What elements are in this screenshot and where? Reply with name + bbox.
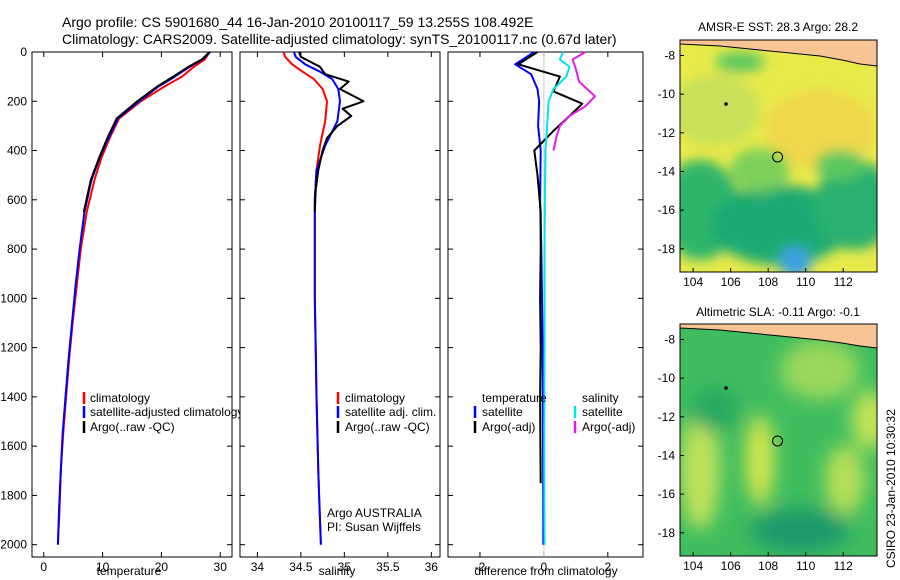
island-marker [724, 102, 728, 106]
salinity-legend: climatology satellite adj. clim. Argo(..… [336, 391, 436, 434]
sst-map-title: AMSR-E SST: 28.3 Argo: 28.2 [698, 20, 858, 34]
sst-map-panel: AMSR-E SST: 28.3 Argo: 28.2 104 106 108 110… [658, 20, 878, 289]
temperature-axes-frame [31, 51, 233, 558]
y-tick-label: 0 [20, 45, 27, 59]
map-x-tick-label: 108 [758, 559, 778, 573]
map-y-tick-label: -12 [658, 410, 676, 424]
legend-label-satellite: satellite-adjusted climatology [90, 405, 243, 419]
sst-profile-location-marker [772, 151, 784, 163]
legend-label-argo: Argo(..raw -QC) [90, 420, 175, 434]
map-x-tick-label: 106 [721, 559, 741, 573]
legend-label-satellite: satellite adj. clim. [345, 405, 436, 419]
y-tick-label: 200 [7, 94, 27, 108]
y-tick-label: 1600 [0, 439, 27, 453]
y-tick-label: 1800 [0, 488, 27, 502]
salinity-panel: 34 34.5 35 35.5 36 climatology satellite adj… [239, 51, 441, 578]
annotation-pi: PI: Susan Wijffels [327, 520, 421, 534]
x-tick-label: 34 [251, 560, 265, 574]
map-y-tick-label: -16 [658, 203, 676, 217]
map-y-tick-label: -10 [658, 87, 676, 101]
map-x-tick-label: 104 [683, 275, 703, 289]
legend-label-temp-satellite: satellite [482, 405, 523, 419]
difference-legend: temperature satellite Argo(-adj) salinit… [473, 391, 635, 434]
legend-heading-salinity: salinity [582, 391, 619, 405]
land-mass [680, 324, 877, 349]
legend-label-sal-satellite: satellite [582, 405, 623, 419]
temperature-xlabel: temperature [97, 564, 162, 578]
map-y-tick-label: -10 [658, 371, 676, 385]
sla-heatmap [680, 324, 877, 556]
x-tick-label: 35 [338, 560, 352, 574]
sst-heatmap [680, 40, 877, 272]
y-tick-label: 600 [7, 193, 27, 207]
series-line-salinity-argo-adj [552, 51, 596, 151]
sla-map-title: Altimetric SLA: -0.11 Argo: -0.1 [696, 305, 860, 319]
legend-label-temp-argo: Argo(-adj) [482, 420, 535, 434]
x-tick-label: 35.5 [376, 560, 400, 574]
legend-heading-temperature: temperature [482, 391, 547, 405]
sla-map-frame [679, 323, 878, 557]
x-tick-label: 20 [155, 560, 169, 574]
sla-map-panel: Altimetric SLA: -0.11 Argo: -0.1 104 106 1… [658, 305, 878, 573]
temperature-legend: climatology satellite-adjusted climatolo… [82, 391, 243, 434]
x-tick-label: -2 [475, 560, 486, 574]
y-tick-label: 1200 [0, 341, 27, 355]
series-line-temperature-satellite [514, 51, 545, 545]
x-tick-label: 36 [425, 560, 439, 574]
land-mass [680, 40, 877, 67]
map-x-tick-label: 112 [834, 559, 853, 573]
x-tick-label: 0 [40, 560, 47, 574]
sla-profile-location-marker [772, 435, 784, 447]
footer-credit: CSIRO 23-Jan-2010 10:30:32 [884, 409, 898, 568]
y-tick-label: 800 [7, 242, 27, 256]
map-x-tick-label: 104 [683, 559, 703, 573]
map-x-tick-label: 110 [796, 275, 815, 289]
figure-title-line1: Argo profile: CS 5901680_44 16-Jan-2010 … [62, 14, 533, 30]
figure-title-line2: Climatology: CARS2009. Satellite-adjuste… [62, 31, 617, 47]
x-tick-label: 0 [541, 560, 548, 574]
x-tick-label: 30 [214, 560, 228, 574]
map-y-tick-label: -8 [664, 48, 675, 62]
y-tick-label: 400 [7, 144, 27, 158]
map-x-tick-label: 106 [721, 275, 741, 289]
map-y-tick-label: -14 [658, 448, 676, 462]
island-marker [724, 386, 728, 390]
difference-axes-frame [447, 51, 644, 558]
legend-label-sal-argo: Argo(-adj) [582, 420, 635, 434]
difference-panel: -2 0 2 temperature satellite Argo(-adj) sa… [447, 51, 644, 578]
map-y-tick-label: -14 [658, 164, 676, 178]
map-y-tick-label: -18 [658, 526, 676, 540]
map-y-tick-label: -16 [658, 487, 676, 501]
sst-map-frame [679, 39, 878, 273]
y-tick-label: 2000 [0, 538, 27, 552]
legend-label-climatology: climatology [90, 391, 150, 405]
y-tick-label: 1000 [0, 291, 27, 305]
x-tick-label: 34.5 [289, 560, 313, 574]
x-tick-label: 10 [96, 560, 110, 574]
difference-xlabel: difference from climatology [474, 564, 617, 578]
series-line-temperature-argo-adj [517, 51, 584, 484]
map-x-tick-label: 112 [834, 275, 853, 289]
map-y-tick-label: -18 [658, 242, 676, 256]
temperature-panel: 0 10 20 30 0 200 400 600 800 1000 1200 1400 1600 1800… [0, 45, 243, 578]
legend-label-climatology: climatology [345, 391, 405, 405]
series-line-salinity-satellite [543, 51, 571, 545]
salinity-xlabel: salinity [319, 564, 356, 578]
x-tick-label: 2 [604, 560, 611, 574]
annotation-argo-australia: Argo AUSTRALIA [327, 506, 422, 520]
y-tick-label: 1400 [0, 390, 27, 404]
legend-label-argo: Argo(..raw -QC) [345, 420, 430, 434]
series-line-argo-raw-qc [298, 51, 365, 213]
map-y-tick-label: -8 [664, 332, 675, 346]
salinity-axes-frame [239, 51, 441, 558]
series-line-argo-raw-qc [82, 51, 211, 213]
map-x-tick-label: 108 [758, 275, 778, 289]
map-x-tick-label: 110 [796, 559, 815, 573]
map-y-tick-label: -12 [658, 126, 676, 140]
